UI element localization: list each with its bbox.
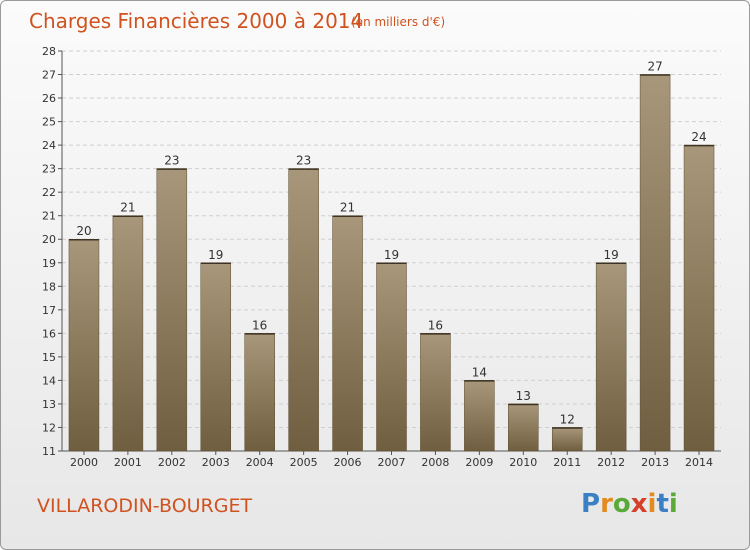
y-tick-label: 25 xyxy=(42,116,56,129)
bar-2011 xyxy=(551,427,583,452)
data-label-2009: 14 xyxy=(472,365,487,379)
y-tick-label: 11 xyxy=(42,445,56,458)
y-tick-label: 18 xyxy=(42,280,56,293)
bar-2010 xyxy=(508,403,539,452)
y-tick-label: 12 xyxy=(42,421,56,434)
y-tick-label: 14 xyxy=(42,374,56,387)
bar-2013 xyxy=(639,74,671,452)
x-tick-label-2010: 2010 xyxy=(509,456,537,469)
y-tick-label: 21 xyxy=(42,210,56,223)
data-label-2001: 21 xyxy=(120,201,135,215)
y-tick-label: 26 xyxy=(42,92,56,105)
y-tick-label: 24 xyxy=(42,139,56,152)
bar-2003 xyxy=(200,262,232,452)
data-label-2012: 19 xyxy=(604,248,619,262)
proxiti-logo: Proxiti xyxy=(581,489,678,519)
y-tick-label: 16 xyxy=(42,327,56,340)
data-label-2007: 19 xyxy=(384,248,399,262)
bar-2000 xyxy=(68,238,100,452)
commune-name: VILLARODIN-BOURGET xyxy=(37,495,253,517)
data-label-2004: 16 xyxy=(252,318,267,332)
y-tick-label: 23 xyxy=(42,163,56,176)
data-label-2014: 24 xyxy=(691,130,706,144)
x-tick-label-2006: 2006 xyxy=(334,456,362,469)
y-tick-label: 22 xyxy=(42,186,56,199)
x-tick-label-2001: 2001 xyxy=(114,456,142,469)
bar-2001 xyxy=(112,215,144,452)
x-tick-label-2003: 2003 xyxy=(202,456,230,469)
x-tick-label-2008: 2008 xyxy=(421,456,449,469)
y-tick-label: 19 xyxy=(42,257,56,270)
bar-2005 xyxy=(288,168,319,452)
chart-subtitle: (en milliers d'€) xyxy=(351,15,446,29)
data-label-2002: 23 xyxy=(164,154,179,168)
data-label-2005: 23 xyxy=(296,154,311,168)
y-tick-label: 17 xyxy=(42,304,56,317)
y-tick-label: 13 xyxy=(42,398,56,411)
x-tick-label-2012: 2012 xyxy=(597,456,625,469)
x-tick-label-2009: 2009 xyxy=(465,456,493,469)
x-tick-label-2011: 2011 xyxy=(553,456,581,469)
bar-2014 xyxy=(683,144,715,452)
bar-2012 xyxy=(595,262,627,452)
bar-2008 xyxy=(420,333,451,452)
data-label-2013: 27 xyxy=(647,60,662,74)
bar-2004 xyxy=(244,333,275,452)
data-label-2003: 19 xyxy=(208,248,223,262)
y-tick-label: 27 xyxy=(42,69,56,82)
x-tick-label-2000: 2000 xyxy=(70,456,98,469)
x-tick-label-2005: 2005 xyxy=(290,456,318,469)
bar-2002 xyxy=(156,168,188,452)
y-tick-label: 20 xyxy=(42,233,56,246)
x-tick-label-2007: 2007 xyxy=(378,456,406,469)
chart-title: Charges Financières 2000 à 2014 xyxy=(29,9,364,33)
x-tick-label-2014: 2014 xyxy=(685,456,713,469)
bar-2006 xyxy=(332,215,363,452)
data-label-2006: 21 xyxy=(340,201,355,215)
bar-2007 xyxy=(376,262,407,452)
y-tick-label: 28 xyxy=(42,45,56,58)
x-tick-label-2004: 2004 xyxy=(246,456,274,469)
data-label-2011: 12 xyxy=(560,412,575,426)
x-tick-label-2002: 2002 xyxy=(158,456,186,469)
x-tick-label-2013: 2013 xyxy=(641,456,669,469)
data-label-2008: 16 xyxy=(428,318,443,332)
y-tick-label: 15 xyxy=(42,351,56,364)
data-label-2010: 13 xyxy=(516,389,531,403)
bar-2009 xyxy=(464,380,495,452)
data-label-2000: 20 xyxy=(76,224,91,238)
